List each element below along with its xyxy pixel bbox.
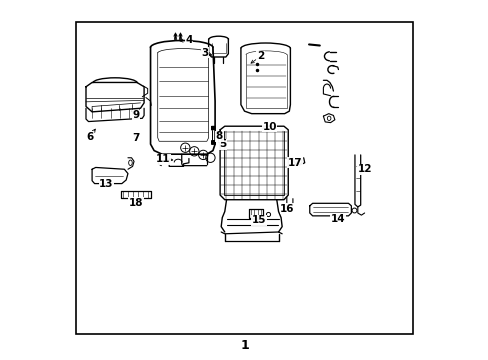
Text: 10: 10 xyxy=(262,122,276,132)
Text: 15: 15 xyxy=(251,215,265,225)
Text: 16: 16 xyxy=(280,204,294,214)
Text: 12: 12 xyxy=(357,164,371,174)
Text: 2: 2 xyxy=(257,51,264,61)
Text: 18: 18 xyxy=(129,198,143,208)
Text: 17: 17 xyxy=(287,158,302,168)
Text: 9: 9 xyxy=(132,111,140,121)
Text: 7: 7 xyxy=(132,133,140,143)
Bar xyxy=(76,22,412,334)
Text: 3: 3 xyxy=(201,48,208,58)
Text: 6: 6 xyxy=(86,132,93,142)
Text: 14: 14 xyxy=(330,215,345,224)
Text: 13: 13 xyxy=(99,179,113,189)
Text: 1: 1 xyxy=(240,339,248,352)
Text: 5: 5 xyxy=(219,139,226,149)
Text: 11: 11 xyxy=(155,154,170,164)
Text: 4: 4 xyxy=(185,35,192,45)
Text: 8: 8 xyxy=(215,131,223,141)
